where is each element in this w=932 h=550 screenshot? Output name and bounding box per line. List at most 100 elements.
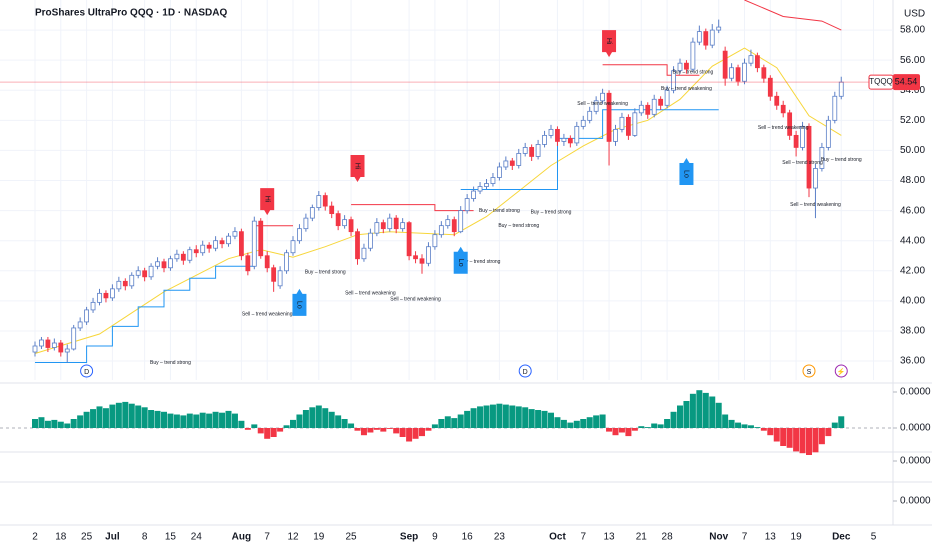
- histogram-bar: [238, 420, 245, 428]
- candle-body: [580, 119, 586, 127]
- histogram-bar: [135, 405, 142, 428]
- y-tick-label: 52.00: [900, 115, 925, 126]
- signal-label: Sell – trend weakening: [758, 125, 809, 131]
- candle-body: [542, 134, 547, 145]
- candle-body: [490, 177, 496, 184]
- candle-body: [645, 104, 651, 115]
- candle-body: [77, 321, 83, 329]
- candle-body: [529, 147, 535, 157]
- histogram-bar: [818, 428, 825, 445]
- high-marker: [350, 155, 365, 183]
- candle-body: [219, 240, 225, 245]
- histogram-bar: [406, 428, 413, 442]
- y-tick-label: 0.0000: [900, 423, 931, 434]
- candle-body: [309, 207, 315, 219]
- candle-body: [226, 235, 231, 245]
- candle-body: [813, 168, 818, 189]
- x-tick-label: 25: [345, 532, 357, 543]
- candle-body: [264, 255, 270, 269]
- marker-label: Lo: [683, 170, 690, 178]
- candle-body: [651, 98, 657, 115]
- candle-body: [819, 147, 825, 169]
- histogram-bar: [431, 424, 438, 428]
- high-marker: [602, 30, 617, 58]
- histogram-bar: [644, 427, 651, 428]
- histogram-bar: [244, 428, 251, 430]
- candle-body: [348, 219, 354, 233]
- candle-body: [271, 267, 277, 282]
- candle-body: [251, 220, 257, 267]
- high-marker: [260, 188, 275, 216]
- signal-label: Buy – trend strong: [498, 223, 539, 229]
- candle-body: [716, 26, 722, 31]
- histogram-bar: [367, 428, 374, 433]
- x-tick-label: 5: [871, 532, 877, 543]
- histogram-bar: [206, 413, 213, 428]
- marker-label: Hi: [263, 196, 270, 203]
- histogram-bar: [767, 428, 774, 436]
- histogram-bar: [38, 417, 45, 428]
- histogram-bar: [141, 407, 148, 428]
- candle-body: [367, 232, 373, 249]
- candle-body: [393, 217, 399, 230]
- candle-body: [742, 62, 747, 82]
- histogram-bar: [831, 422, 838, 428]
- histogram-bar: [599, 414, 606, 428]
- candle-body: [97, 292, 102, 303]
- histogram-bar: [335, 415, 342, 428]
- histogram-bar: [715, 402, 722, 428]
- candle-body: [613, 128, 618, 142]
- y-tick-label: 50.00: [900, 145, 925, 156]
- histogram-bar: [399, 428, 406, 437]
- x-tick-label: 7: [580, 532, 586, 543]
- histogram-bar: [354, 428, 361, 431]
- y-tick-label: 0.0000: [900, 496, 931, 507]
- marker-label: Lo: [296, 301, 303, 309]
- histogram-bar: [709, 396, 716, 428]
- candle-body: [148, 265, 154, 278]
- histogram-bar: [586, 417, 593, 428]
- event-badge: [802, 364, 816, 378]
- event-badge: [834, 364, 848, 378]
- histogram-bar: [77, 415, 84, 428]
- candle-body: [690, 41, 696, 70]
- candle-body: [277, 270, 283, 287]
- candle-body: [297, 228, 302, 242]
- candle-body: [767, 77, 773, 97]
- histogram-bar: [386, 428, 393, 429]
- x-tick-label: Sep: [400, 532, 418, 543]
- histogram-bar: [341, 419, 348, 428]
- signal-label: Sell – trend weakening: [577, 101, 628, 107]
- histogram-bar: [360, 428, 367, 436]
- low-marker: [292, 288, 307, 316]
- histogram-bar: [90, 409, 97, 428]
- histogram-bar: [541, 410, 548, 428]
- histogram-bar: [412, 428, 419, 439]
- histogram-bar: [148, 410, 155, 428]
- x-tick-label: 7: [742, 532, 748, 543]
- candle-body: [238, 231, 244, 257]
- histogram-bar: [302, 410, 309, 428]
- x-tick-label: 12: [287, 532, 299, 543]
- histogram-bar: [96, 406, 103, 428]
- candle-body: [606, 92, 612, 142]
- candle-body: [503, 160, 509, 168]
- candle-body: [180, 253, 186, 261]
- signal-label: Buy – trend weakening: [661, 86, 712, 92]
- x-tick-label: 13: [765, 532, 777, 543]
- candle-body: [696, 31, 702, 43]
- histogram-bar: [786, 428, 793, 448]
- overlay-line: [254, 0, 842, 227]
- histogram-bar: [315, 405, 322, 428]
- histogram-bar: [535, 410, 542, 428]
- candle-body: [748, 55, 754, 64]
- histogram-bar: [296, 414, 303, 428]
- candle-body: [122, 280, 128, 287]
- candle-body: [232, 231, 238, 237]
- candle-body: [355, 231, 360, 260]
- histogram-bar: [290, 419, 296, 428]
- histogram-bar: [741, 424, 748, 428]
- candle-body: [477, 186, 483, 192]
- signal-label: Buy – trend strong: [531, 209, 572, 215]
- histogram-bar: [167, 413, 174, 428]
